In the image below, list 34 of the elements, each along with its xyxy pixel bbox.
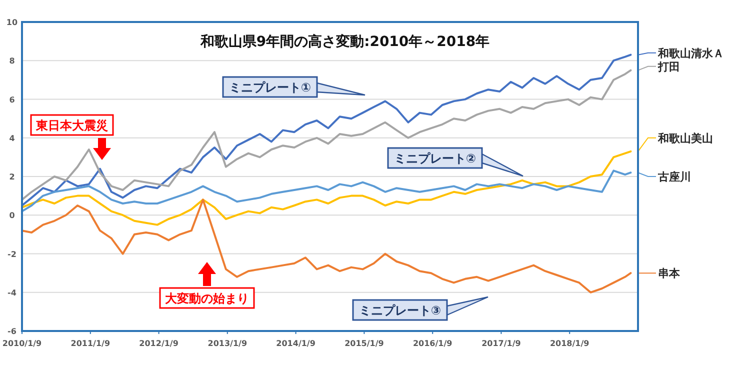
x-tick-label: 2010/1/9 [2, 339, 42, 348]
y-tick-label: 6 [9, 95, 16, 104]
y-tick-label: 10 [6, 18, 18, 27]
annotation: 東日本大震災 [30, 114, 114, 160]
y-tick-label: -6 [8, 327, 17, 336]
annotation: ミニプレート① [222, 76, 366, 98]
annotation: ミニプレート③ [358, 304, 442, 318]
y-tick-label: 4 [9, 134, 16, 143]
legend-label: 打田 [657, 60, 680, 74]
y-tick-label: 2 [9, 172, 15, 182]
x-tick-label: 2014/1/9 [276, 339, 316, 348]
annotation: 東日本大震災 [35, 118, 108, 132]
x-tick-label: 2017/1/9 [482, 339, 522, 348]
legend-label: 和歌山美山 [657, 132, 713, 145]
annotation: ミニプレート② [394, 152, 476, 166]
x-tick-label: 2018/1/9 [550, 339, 590, 348]
legend-label: 古座川 [657, 170, 691, 184]
x-tick-label: 2011/1/9 [70, 339, 110, 348]
annotation: ミニプレート② [387, 147, 524, 177]
text: 和歌山県9年間の高さ変動:2010年～2018年 [199, 33, 490, 50]
annotation: 大変動の始まり [159, 262, 255, 309]
annotation: ミニプレート③ [352, 296, 489, 321]
y-tick-label: 0 [9, 211, 16, 220]
x-tick-label: 2016/1/9 [412, 339, 453, 348]
y-tick-label: 8 [9, 56, 16, 66]
annotation: ミニプレート① [228, 80, 312, 94]
y-tick-label: -2 [8, 250, 16, 259]
annotation: 大変動の始まり [165, 292, 249, 306]
legend-label: 和歌山清水Ａ [657, 46, 724, 60]
x-tick-label: 2013/1/9 [208, 339, 248, 348]
y-tick-label: -4 [8, 288, 17, 298]
x-tick-label: 2015/1/9 [344, 339, 384, 348]
x-tick-label: 2012/1/9 [139, 339, 179, 348]
legend-label: 串本 [658, 267, 681, 280]
